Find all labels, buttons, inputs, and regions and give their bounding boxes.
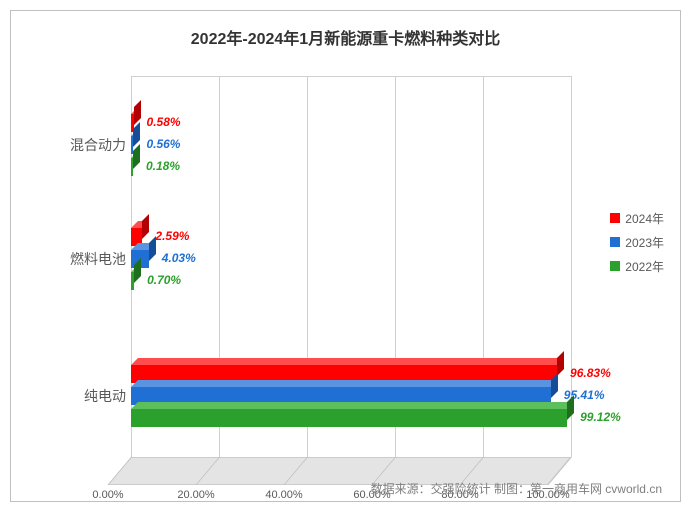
x-tick-label: 40.00% xyxy=(265,489,302,501)
category-label: 纯电动 xyxy=(46,386,126,406)
legend-item: 2024年 xyxy=(610,206,664,230)
data-label: 2.59% xyxy=(155,229,189,243)
legend-label: 2024年 xyxy=(625,210,664,227)
category-label: 燃料电池 xyxy=(46,249,126,269)
data-label: 0.58% xyxy=(147,115,181,129)
legend-label: 2023年 xyxy=(625,234,664,251)
data-label: 0.18% xyxy=(146,159,180,173)
plot-area: 0.00%20.00%40.00%60.00%80.00%100.00%混合动力… xyxy=(131,76,572,457)
legend-swatch xyxy=(610,261,620,271)
x-tick-label: 0.00% xyxy=(92,489,123,501)
data-label: 99.12% xyxy=(580,410,621,424)
bar xyxy=(131,272,134,290)
data-label: 96.83% xyxy=(570,366,611,380)
legend: 2024年 2023年 2022年 xyxy=(610,206,664,278)
legend-item: 2022年 xyxy=(610,254,664,278)
bar xyxy=(131,158,133,176)
legend-swatch xyxy=(610,237,620,247)
source-credit: 数据来源：交强险统计 制图：第一商用车网 cvworld.cn xyxy=(371,480,662,497)
legend-item: 2023年 xyxy=(610,230,664,254)
chart-title: 2022年-2024年1月新能源重卡燃料种类对比 xyxy=(11,25,680,49)
bar xyxy=(131,409,567,427)
x-tick-label: 20.00% xyxy=(177,489,214,501)
category-label: 混合动力 xyxy=(46,135,126,155)
data-label: 0.70% xyxy=(147,273,181,287)
legend-label: 2022年 xyxy=(625,258,664,275)
data-label: 4.03% xyxy=(162,251,196,265)
legend-swatch xyxy=(610,213,620,223)
chart-frame: 2022年-2024年1月新能源重卡燃料种类对比 0.00%20.00%40.0… xyxy=(10,10,681,502)
data-label: 0.56% xyxy=(146,137,180,151)
